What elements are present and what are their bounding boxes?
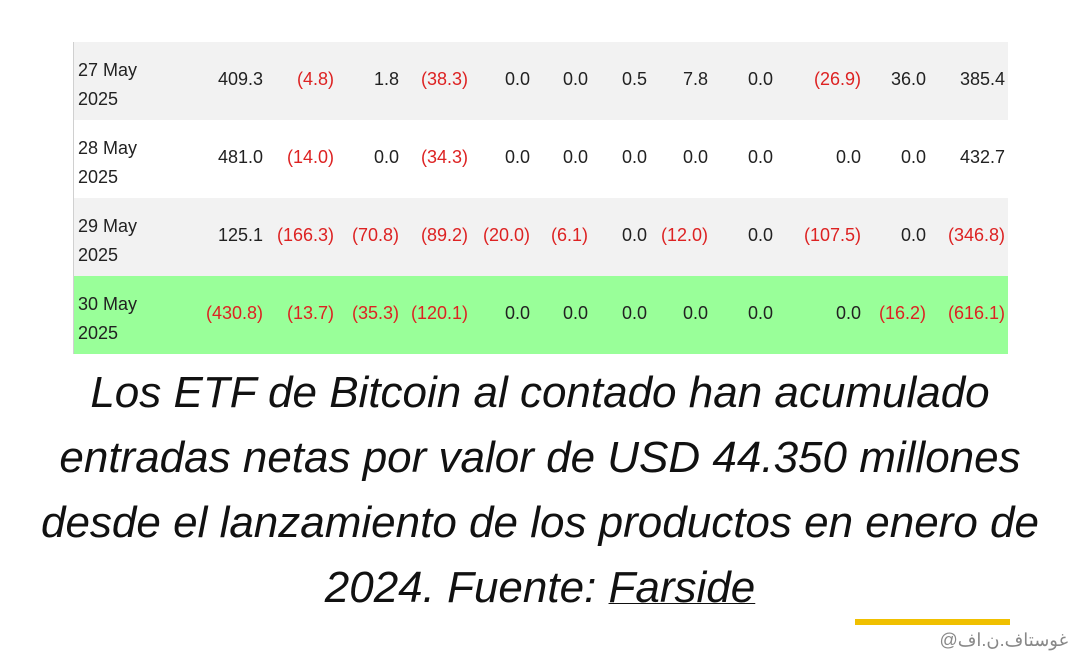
date-cell: 28 May 2025 xyxy=(78,138,138,187)
watermark: @غوستاف.ن.اف xyxy=(939,630,1068,650)
highlight-bar xyxy=(855,619,1010,625)
value-cell: 0.0 xyxy=(504,69,530,89)
caption: Los ETF de Bitcoin al contado han acumul… xyxy=(40,360,1040,620)
table-row: 28 May 2025 481.0 (14.0) 0.0 (34.3) 0.0 0.0 0.0… xyxy=(74,120,1008,198)
value-cell: (13.7) xyxy=(286,303,334,323)
value-cell: (616.1) xyxy=(947,303,1005,323)
value-cell: 0.0 xyxy=(504,147,530,167)
value-cell: (4.8) xyxy=(296,69,334,89)
value-cell: 0.0 xyxy=(373,147,399,167)
value-cell: 36.0 xyxy=(890,69,926,89)
value-cell: 0.0 xyxy=(621,225,647,245)
value-cell: 0.0 xyxy=(900,225,926,245)
value-cell: (120.1) xyxy=(410,303,468,323)
value-cell: 0.0 xyxy=(562,69,588,89)
value-cell: (107.5) xyxy=(803,225,861,245)
value-cell: (38.3) xyxy=(420,69,468,89)
value-cell: (89.2) xyxy=(420,225,468,245)
value-cell: 0.0 xyxy=(562,147,588,167)
value-cell: (20.0) xyxy=(482,225,530,245)
value-cell: 0.5 xyxy=(621,69,647,89)
value-cell: (14.0) xyxy=(286,147,334,167)
value-cell: 0.0 xyxy=(747,69,773,89)
table-row: 29 May 2025 125.1 (166.3) (70.8) (89.2) (20.0… xyxy=(74,198,1008,276)
value-cell: 0.0 xyxy=(835,303,861,323)
value-cell: 1.8 xyxy=(373,69,399,89)
value-cell: 125.1 xyxy=(217,225,263,245)
value-cell: 0.0 xyxy=(747,147,773,167)
value-cell: (430.8) xyxy=(205,303,263,323)
value-cell: 0.0 xyxy=(504,303,530,323)
value-cell: (70.8) xyxy=(351,225,399,245)
value-cell: 7.8 xyxy=(682,69,708,89)
value-cell: 0.0 xyxy=(682,147,708,167)
value-cell: 0.0 xyxy=(621,303,647,323)
table: 27 May 2025 409.3 (4.8) 1.8 (38.3) 0.0 0.0 0.5 7… xyxy=(73,42,1008,354)
value-cell: (166.3) xyxy=(276,225,334,245)
value-cell: (35.3) xyxy=(351,303,399,323)
caption-text: Los ETF de Bitcoin al contado han acumul… xyxy=(40,368,1039,612)
value-cell: (16.2) xyxy=(878,303,926,323)
value-cell: 385.4 xyxy=(959,69,1005,89)
value-cell: 0.0 xyxy=(900,147,926,167)
value-cell: 0.0 xyxy=(621,147,647,167)
value-cell: 0.0 xyxy=(562,303,588,323)
table-row: 27 May 2025 409.3 (4.8) 1.8 (38.3) 0.0 0.0 0.5 7… xyxy=(74,42,1008,120)
value-cell: 432.7 xyxy=(959,147,1005,167)
value-cell: (346.8) xyxy=(947,225,1005,245)
date-cell: 27 May 2025 xyxy=(78,60,138,109)
value-cell: 409.3 xyxy=(217,69,263,89)
table-row: 30 May 2025 (430.8) (13.7) (35.3) (120.1) 0.0… xyxy=(74,276,1008,354)
value-cell: 0.0 xyxy=(747,303,773,323)
value-cell: 0.0 xyxy=(682,303,708,323)
source-link[interactable]: Farside xyxy=(608,563,756,612)
value-cell: (12.0) xyxy=(660,225,708,245)
date-cell: 30 May 2025 xyxy=(78,294,138,343)
value-cell: 0.0 xyxy=(835,147,861,167)
date-cell: 29 May 2025 xyxy=(78,216,138,265)
value-cell: 0.0 xyxy=(747,225,773,245)
value-cell: 481.0 xyxy=(217,147,263,167)
value-cell: (26.9) xyxy=(813,69,861,89)
value-cell: (34.3) xyxy=(420,147,468,167)
value-cell: (6.1) xyxy=(550,225,588,245)
